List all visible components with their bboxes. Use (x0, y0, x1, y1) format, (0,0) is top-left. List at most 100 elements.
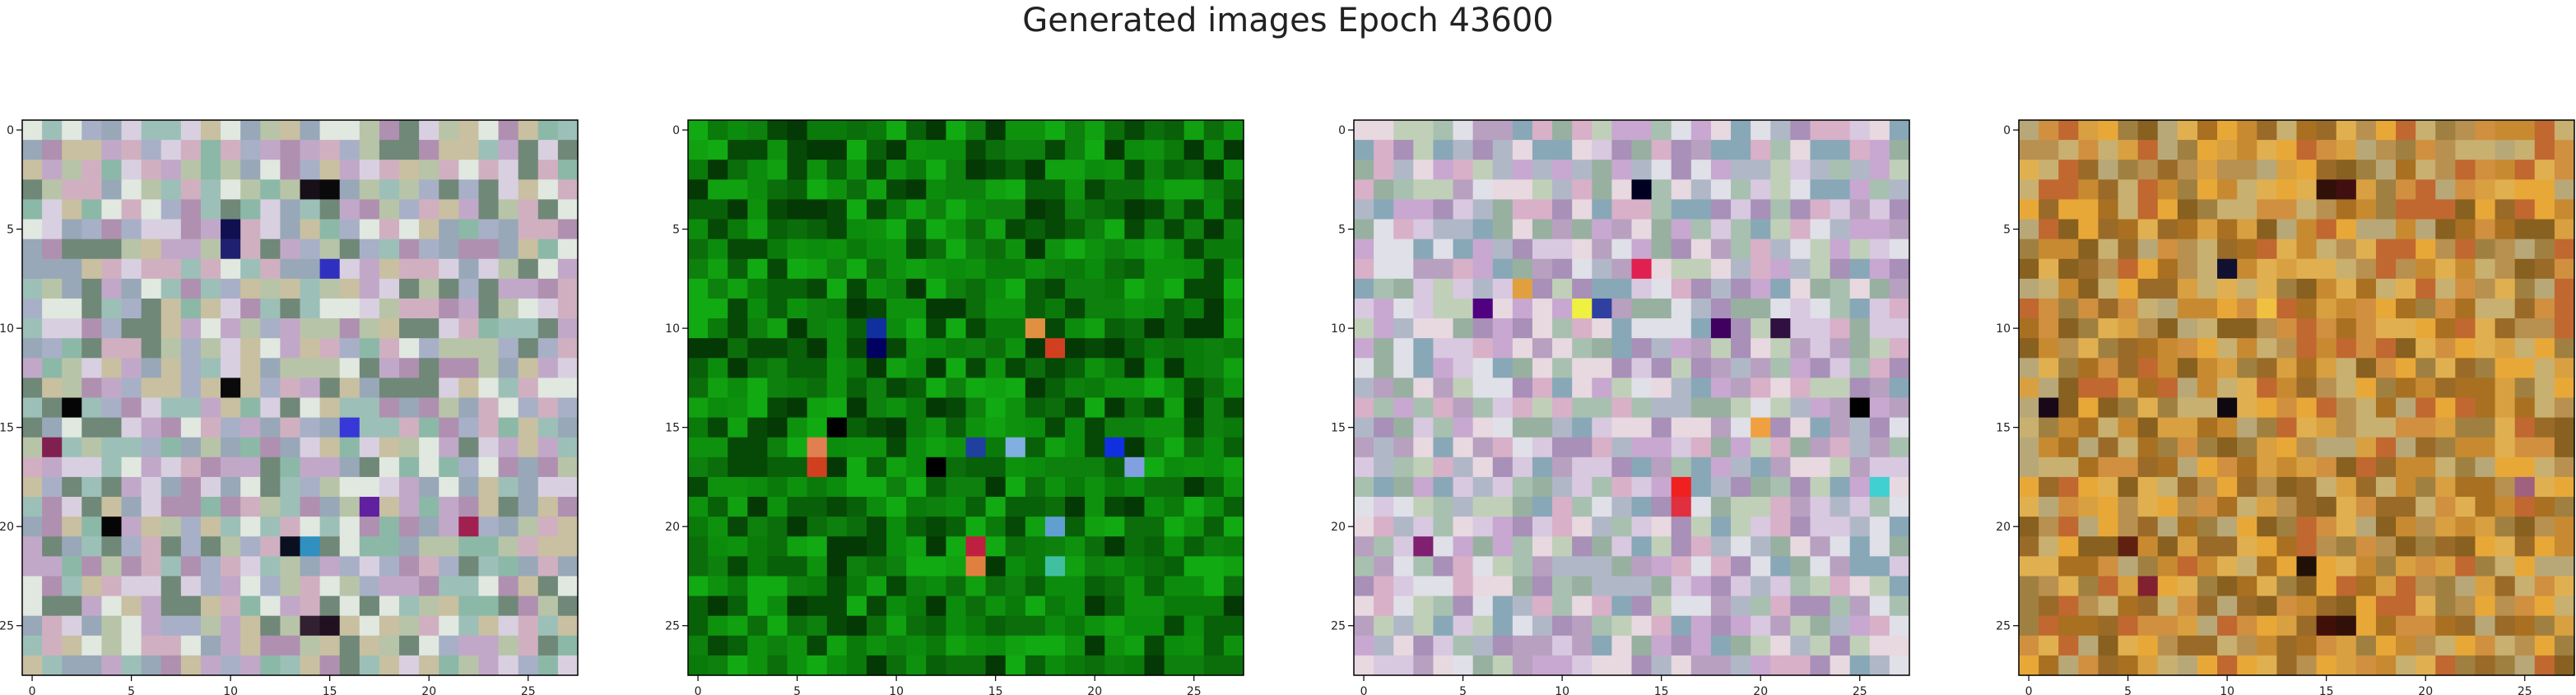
heatmap-cell (1164, 258, 1185, 280)
heatmap-cell (537, 179, 559, 201)
heatmap-cell (537, 219, 559, 240)
heatmap-cell (1025, 417, 1046, 438)
heatmap-cell (985, 378, 1007, 399)
heatmap-cell (2118, 556, 2139, 577)
heatmap-cell (708, 536, 728, 557)
heatmap-cell (1433, 397, 1454, 419)
heatmap-cell (1869, 258, 1890, 280)
heatmap-cell (1690, 437, 1712, 458)
heatmap-cell (2514, 298, 2536, 319)
heatmap-cell (1751, 536, 1771, 557)
heatmap-cell (2396, 258, 2416, 280)
heatmap-cell (1592, 576, 1612, 597)
heatmap-cell (1183, 397, 1205, 419)
heatmap-cell (1203, 497, 1225, 517)
heatmap-cell (1830, 298, 1851, 319)
heatmap-cell (280, 199, 301, 220)
heatmap-cell (728, 298, 748, 319)
heatmap-cell (221, 278, 241, 299)
heatmap-cell (1065, 258, 1086, 280)
heatmap-cell (826, 417, 848, 438)
heatmap-cell (2435, 497, 2456, 517)
heatmap-cell (2177, 278, 2198, 299)
heatmap-cell (2554, 655, 2575, 676)
heatmap-cell (180, 338, 202, 359)
heatmap-cell (1830, 199, 1851, 220)
heatmap-cell (1393, 199, 1414, 220)
heatmap-cell (180, 615, 202, 637)
heatmap-cell (439, 417, 459, 438)
heatmap-cell (557, 179, 579, 201)
heatmap-cell (180, 160, 202, 180)
heatmap-cell (1203, 120, 1225, 141)
heatmap-cell (2157, 456, 2178, 478)
heatmap-cell (1710, 258, 1732, 280)
heatmap-cell (419, 635, 439, 656)
heatmap-cell (42, 635, 63, 656)
heatmap-cell (1592, 615, 1612, 637)
heatmap-cell (946, 278, 967, 299)
heatmap-cell (2355, 258, 2377, 280)
heatmap-cell (965, 140, 987, 160)
heatmap-cell (2435, 556, 2456, 577)
heatmap-cell (2475, 497, 2496, 517)
heatmap-cell (728, 517, 748, 537)
heatmap-cell (1592, 298, 1612, 319)
heatmap-cell (399, 536, 420, 557)
heatmap-cell (1651, 476, 1672, 498)
heatmap-cell (2375, 239, 2397, 260)
heatmap-cell (478, 298, 500, 319)
heatmap-cell (2495, 338, 2516, 359)
heatmap-cell (787, 318, 808, 339)
heatmap-cell (946, 497, 967, 517)
heatmap-cell (1849, 476, 1871, 498)
heatmap-cell (1731, 258, 1751, 280)
heatmap-cell (419, 417, 439, 438)
heatmap-cell (1005, 239, 1026, 260)
heatmap-cell (478, 397, 500, 419)
heatmap-cell (160, 397, 182, 419)
heatmap-cell (1393, 456, 1414, 478)
heatmap-cell (1731, 179, 1751, 201)
heatmap-cell (1393, 120, 1414, 141)
heatmap-cell (1830, 517, 1851, 537)
heatmap-cell (458, 120, 480, 141)
heatmap-cell (2019, 378, 2039, 399)
heatmap-cell (2495, 635, 2516, 656)
heatmap-cell (1433, 635, 1454, 656)
heatmap-cell (1512, 417, 1533, 438)
heatmap-cell (2276, 635, 2298, 656)
heatmap-cell (1770, 378, 1791, 399)
heatmap-cell (399, 258, 420, 280)
heatmap-cell (2197, 397, 2218, 419)
heatmap-cell (200, 497, 221, 517)
heatmap-cell (2157, 397, 2178, 419)
heatmap-cell (2039, 556, 2059, 577)
heatmap-cell (2534, 378, 2555, 399)
heatmap-cell (708, 199, 728, 220)
heatmap-cell (1203, 615, 1225, 637)
heatmap-cell (1572, 417, 1593, 438)
heatmap-cell (1651, 318, 1672, 339)
heatmap-cell (1472, 358, 1494, 378)
heatmap-cell (379, 576, 400, 597)
heatmap-cell (2475, 556, 2496, 577)
heatmap-cell (1124, 476, 1146, 498)
heatmap-cell (1433, 338, 1454, 359)
heatmap-cell (1611, 456, 1633, 478)
heatmap-cell (1065, 239, 1086, 260)
heatmap-cell (1731, 576, 1751, 597)
heatmap-cell (2137, 437, 2159, 458)
heatmap-cell (101, 358, 123, 378)
heatmap-cell (300, 258, 321, 280)
heatmap-cell (319, 298, 341, 319)
heatmap-cell (1512, 556, 1533, 577)
heatmap-cell (688, 595, 709, 617)
heatmap-cell (807, 338, 828, 359)
heatmap-cell (1223, 298, 1244, 319)
heatmap-cell (1869, 239, 1890, 260)
heatmap-cell (1889, 635, 1910, 656)
heatmap-cell (2058, 437, 2079, 458)
heatmap-cell (1065, 160, 1086, 180)
heatmap-cell (1472, 219, 1494, 240)
